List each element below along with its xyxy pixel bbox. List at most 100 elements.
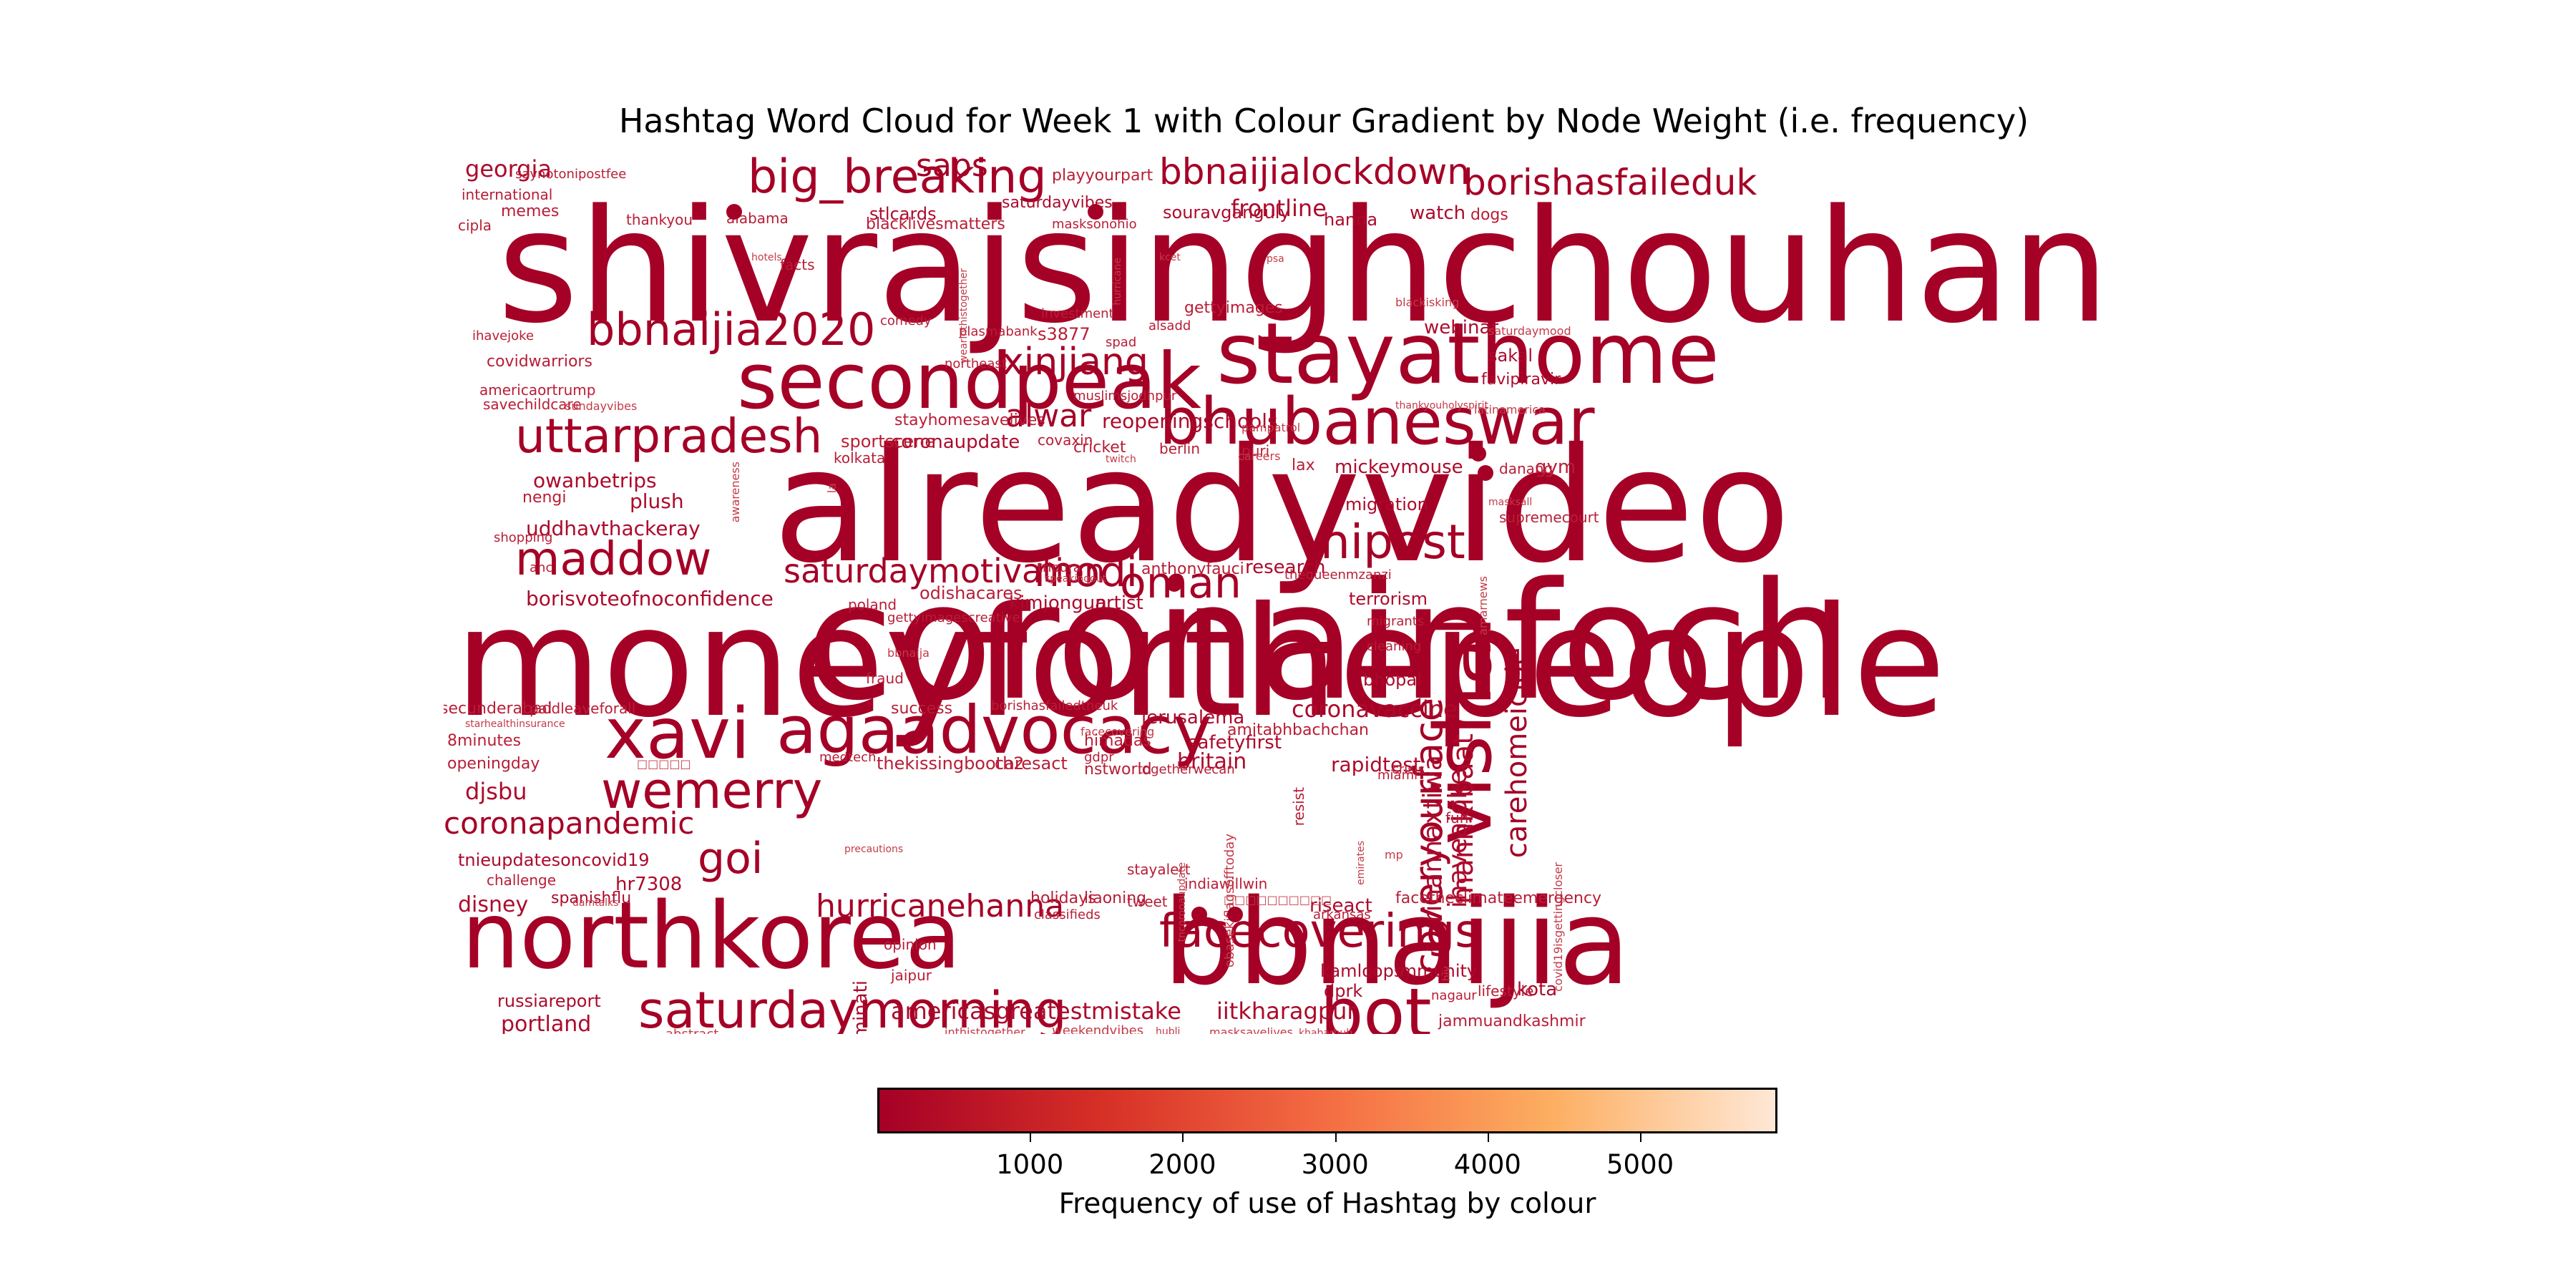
word-114: dogs bbox=[1470, 206, 1508, 224]
colorbar-tick-label-5: 5000 bbox=[1606, 1149, 1674, 1180]
word-5: bbnaijia bbox=[1163, 874, 1631, 1011]
word-87: cricket bbox=[1073, 439, 1126, 457]
word-184: hotels bbox=[751, 252, 782, 263]
word-160: weekendvibes bbox=[1052, 1023, 1144, 1035]
word-cloud: shivrajsinghchouhan coronainfoch moneyfort… bbox=[444, 147, 2218, 1034]
word-175: pampatrol bbox=[1241, 421, 1301, 434]
word-134: tripura bbox=[1038, 560, 1081, 575]
word-120: northeast bbox=[945, 356, 1007, 371]
word-78: kota bbox=[1517, 979, 1558, 1000]
word-195: masksall bbox=[1488, 497, 1533, 508]
word-193: facecovering bbox=[1080, 725, 1155, 738]
colorbar-tick-label-4: 4000 bbox=[1453, 1149, 1521, 1180]
colorbar-tick-label-3: 3000 bbox=[1301, 1149, 1369, 1180]
word-172: latinamerica bbox=[1474, 403, 1546, 416]
word-48: portland bbox=[501, 1012, 592, 1035]
word-110: playyourpart bbox=[1052, 167, 1153, 185]
word-52: carryminati bbox=[850, 980, 872, 1034]
word-97: 8minutes bbox=[447, 732, 522, 750]
word-73: favipiravir bbox=[1481, 371, 1561, 389]
word-89: puri bbox=[1241, 442, 1270, 459]
word-197: hiv bbox=[1441, 966, 1453, 982]
word-46: borisvoteofnoconfidence bbox=[526, 587, 774, 610]
word-75: terrorism bbox=[1349, 589, 1428, 609]
word-101: covidwarriors bbox=[487, 353, 592, 371]
word-123: facts bbox=[780, 256, 815, 273]
word-143: caresact bbox=[995, 753, 1068, 774]
word-100: paidleaveforall bbox=[530, 700, 636, 717]
word-117: spad bbox=[1106, 335, 1137, 350]
colorbar-tick-label-1: 1000 bbox=[996, 1149, 1064, 1180]
word-145: togetherwecan bbox=[1138, 762, 1235, 777]
word-149: arkansas bbox=[1313, 907, 1371, 922]
word-125: covaxin bbox=[1038, 431, 1093, 449]
dot-2 bbox=[1088, 204, 1103, 220]
word-122: comedy bbox=[880, 313, 932, 328]
word-63: tnieupdatesoncovid19 bbox=[458, 850, 650, 870]
word-29: goi bbox=[698, 834, 763, 884]
word-8: secondpeak bbox=[737, 337, 1201, 426]
word-152: liaoning bbox=[1084, 889, 1147, 907]
word-40: coronavaccine bbox=[1292, 696, 1458, 723]
word-62: hr7308 bbox=[615, 874, 683, 895]
word-162: abstract bbox=[665, 1028, 718, 1035]
word-11: bot bbox=[1320, 975, 1432, 1035]
word-55: artist bbox=[1095, 592, 1143, 614]
word-13: xavi bbox=[605, 693, 751, 775]
word-85: himadas bbox=[1084, 732, 1151, 750]
word-174: careers bbox=[1238, 449, 1281, 463]
word-126: stayhomesavelives bbox=[894, 411, 1045, 429]
word-31: carehomeicide bbox=[1501, 648, 1533, 859]
colorbar-ticks: 1000 2000 3000 4000 5000 bbox=[877, 1133, 1777, 1180]
word-92: danang bbox=[1499, 460, 1553, 477]
word-176: speakingout bbox=[1045, 573, 1107, 585]
word-158: opinion bbox=[884, 936, 937, 953]
word-41: iitkharagpur bbox=[1216, 997, 1357, 1025]
word-154: classifieds bbox=[1034, 907, 1101, 922]
dot-6 bbox=[1227, 907, 1243, 922]
word-148: fun bbox=[1445, 809, 1469, 826]
word-60: jerusalema bbox=[1141, 707, 1245, 728]
word-141: medtech bbox=[819, 750, 877, 765]
word-140: borishasfailedtheuk bbox=[991, 698, 1118, 713]
word-83: facetheclimateemergency bbox=[1395, 889, 1602, 907]
word-115: gettyimages bbox=[1184, 299, 1283, 317]
word-81: riseact bbox=[1309, 895, 1372, 917]
word-159: jaipur bbox=[891, 967, 932, 984]
word-98: challenge bbox=[487, 872, 557, 889]
word-17: big_breaking bbox=[748, 150, 1047, 204]
word-156: indiawillwin bbox=[1184, 875, 1268, 892]
word-80: kamloops bbox=[1320, 961, 1403, 981]
word-7: stayathome bbox=[1216, 304, 1719, 403]
word-129: nengi bbox=[522, 489, 567, 507]
dot-7 bbox=[1166, 576, 1182, 592]
word-146: crisis bbox=[1392, 762, 1425, 777]
word-116: alsadd bbox=[1148, 318, 1191, 333]
word-25: bbnaijialockdown bbox=[1159, 151, 1470, 192]
word-82: jammuandkashmir bbox=[1438, 1013, 1586, 1030]
word-38: saps bbox=[916, 147, 988, 184]
word-43: uddhavthackeray bbox=[526, 517, 701, 540]
word-28: modi bbox=[1034, 547, 1138, 596]
word-130: shopping bbox=[494, 530, 553, 545]
word-22: facecoverings bbox=[1159, 905, 1479, 958]
word-131: anc bbox=[530, 560, 553, 575]
word-88: berlin bbox=[1159, 440, 1201, 457]
word-133: odishacares bbox=[919, 583, 1023, 603]
word-58: safetyfirst bbox=[1188, 732, 1282, 753]
word-54: kimjongun bbox=[1009, 592, 1107, 614]
word-61: coronaupdate bbox=[891, 431, 1020, 453]
word-108: saynotonipostfee bbox=[515, 167, 627, 182]
word-177: starhealthinsurance bbox=[465, 718, 565, 730]
word-96: secunderabad bbox=[444, 700, 552, 718]
word-107: international bbox=[462, 186, 553, 203]
colorbar-tick-4 bbox=[1487, 1133, 1489, 1142]
word-112: alabama bbox=[726, 210, 789, 227]
word-71: webinar bbox=[1424, 317, 1499, 338]
word-64: russiareport bbox=[497, 991, 601, 1011]
word-90: lax bbox=[1292, 457, 1315, 474]
word-190: bbnaija bbox=[887, 646, 930, 660]
dot-1 bbox=[726, 204, 742, 220]
word-171: saturdaymood bbox=[1488, 324, 1571, 338]
colorbar-tick-label-2: 2000 bbox=[1148, 1149, 1216, 1180]
